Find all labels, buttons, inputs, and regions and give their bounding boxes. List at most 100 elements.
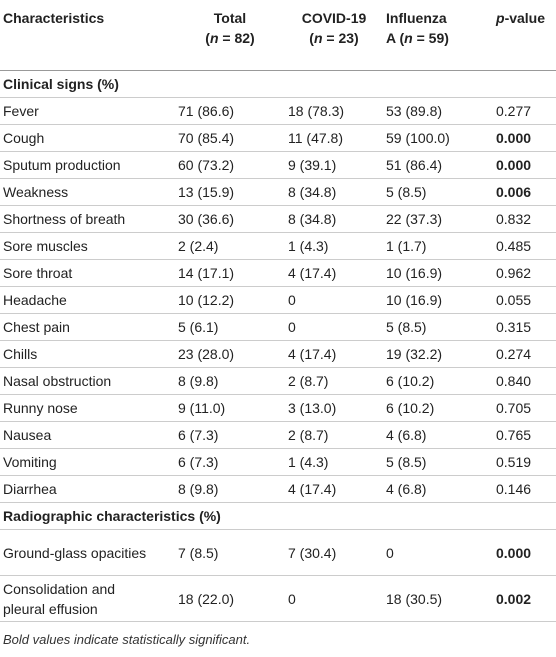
table-cell: Diarrhea: [0, 475, 175, 503]
table-cell: Runny nose: [0, 394, 175, 422]
table-cell: 1 (4.3): [285, 232, 383, 260]
table-cell: 0.002: [493, 575, 556, 622]
table-row: Weakness 13 (15.9) 8 (34.8) 5 (8.5) 0.006: [0, 178, 556, 206]
cell-value: 10 (12.2): [178, 292, 235, 308]
section-title: Radiographic characteristics (%): [3, 508, 221, 524]
table-cell: 18 (78.3): [285, 97, 383, 125]
table-cell: 11 (47.8): [285, 124, 383, 152]
table-row: Sputum production 60 (73.2) 9 (39.1) 51 (86…: [0, 151, 556, 179]
cell-value: 0.146: [496, 481, 532, 497]
cell-value: 2 (8.7): [288, 373, 329, 389]
table-cell: 0.000: [493, 151, 556, 179]
table-cell: 18 (30.5): [383, 575, 493, 622]
header-text: -value: [504, 10, 546, 26]
table-cell: 0.705: [493, 394, 556, 422]
table-cell: 5 (8.5): [383, 178, 493, 206]
cell-value: 3 (13.0): [288, 400, 337, 416]
table-cell: 0.765: [493, 421, 556, 449]
table-cell: Sore throat: [0, 259, 175, 287]
cell-value: 18 (78.3): [288, 103, 345, 119]
table-row: Chills 23 (28.0) 4 (17.4) 19 (32.2) 0.274: [0, 340, 556, 368]
header-text: = 23): [322, 30, 359, 46]
table-cell: 13 (15.9): [175, 178, 285, 206]
table-cell: 53 (89.8): [383, 97, 493, 125]
cell-value: 0.274: [496, 346, 532, 362]
cell-value: 0.519: [496, 454, 532, 470]
table-cell: Headache: [0, 286, 175, 314]
table-cell: 0: [285, 575, 383, 622]
table-row: Ground-glass opacities 7 (8.5) 7 (30.4) 0 0.…: [0, 529, 556, 576]
table-cell: 59 (100.0): [383, 124, 493, 152]
cell-value: 4 (6.8): [386, 427, 427, 443]
table-cell: Nausea: [0, 421, 175, 449]
table-cell: 10 (16.9): [383, 259, 493, 287]
cell-value: 0: [288, 590, 296, 607]
row-label: Chest pain: [3, 319, 70, 335]
header-cell: p-value: [493, 0, 556, 71]
table-cell: 70 (85.4): [175, 124, 285, 152]
table-cell: Cough: [0, 124, 175, 152]
table-row: Nasal obstruction 8 (9.8) 2 (8.7) 6 (10.2) 0…: [0, 367, 556, 395]
section-cell: Radiographic characteristics (%): [0, 502, 556, 530]
cell-value: 18 (22.0): [178, 590, 235, 607]
cell-value: 0: [386, 544, 394, 561]
cell-value: 0.000: [496, 130, 532, 146]
table-row: Fever 71 (86.6) 18 (78.3) 53 (89.8) 0.277: [0, 97, 556, 125]
header-text: (: [205, 30, 210, 46]
row-label: Runny nose: [3, 400, 78, 416]
table-row: Chest pain 5 (6.1) 0 5 (8.5) 0.315: [0, 313, 556, 341]
table-cell: 23 (28.0): [175, 340, 285, 368]
table-row: Headache 10 (12.2) 0 10 (16.9) 0.055: [0, 286, 556, 314]
header-text: Total: [213, 10, 247, 26]
table-cell: 6 (7.3): [175, 421, 285, 449]
row-label: Consolidation and pleural effusion: [3, 580, 116, 617]
header-text: = 59): [412, 30, 449, 46]
table-cell: 0.485: [493, 232, 556, 260]
table-cell: 0.277: [493, 97, 556, 125]
cell-value: 59 (100.0): [386, 130, 450, 146]
header-text: A (: [386, 30, 405, 46]
table-cell: 6 (10.2): [383, 367, 493, 395]
header-text: (: [309, 30, 314, 46]
table-cell: 6 (10.2): [383, 394, 493, 422]
header-text: n: [404, 30, 413, 46]
row-label: Sputum production: [3, 157, 121, 173]
table-row: Diarrhea 8 (9.8) 4 (17.4) 4 (6.8) 0.146: [0, 475, 556, 503]
cell-value: 11 (47.8): [288, 130, 343, 146]
table-cell: 5 (6.1): [175, 313, 285, 341]
table-cell: 7 (8.5): [175, 529, 285, 576]
cell-value: 4 (17.4): [288, 481, 337, 497]
table-cell: Sputum production: [0, 151, 175, 179]
row-label: Ground-glass opacities: [3, 544, 147, 561]
cell-value: 0.832: [496, 211, 532, 227]
row-label: Fever: [3, 103, 39, 119]
table-cell: 4 (6.8): [383, 475, 493, 503]
table-cell: 6 (7.3): [175, 448, 285, 476]
header-text: = 82): [218, 30, 255, 46]
cell-value: 8 (9.8): [178, 373, 219, 389]
cell-value: 4 (17.4): [288, 265, 337, 281]
table-cell: 2 (8.7): [285, 421, 383, 449]
table-cell: 14 (17.1): [175, 259, 285, 287]
row-label: Diarrhea: [3, 481, 57, 497]
section-cell: Clinical signs (%): [0, 70, 556, 98]
cell-value: 23 (28.0): [178, 346, 235, 362]
row-label: Headache: [3, 292, 67, 308]
table-cell: 4 (17.4): [285, 340, 383, 368]
table-cell: 0.315: [493, 313, 556, 341]
table-cell: 3 (13.0): [285, 394, 383, 422]
cell-value: 70 (85.4): [178, 130, 235, 146]
cell-value: 8 (34.8): [288, 184, 337, 200]
cell-value: 8 (9.8): [178, 481, 219, 497]
table-cell: 2 (2.4): [175, 232, 285, 260]
header-text: COVID-19: [301, 10, 367, 26]
cell-value: 0: [288, 319, 296, 335]
table-cell: 0.000: [493, 529, 556, 576]
table-cell: 8 (34.8): [285, 205, 383, 233]
table-cell: 4 (6.8): [383, 421, 493, 449]
table-cell: 0: [285, 313, 383, 341]
cell-value: 10 (16.9): [386, 292, 443, 308]
row-label: Sore throat: [3, 265, 73, 281]
cell-value: 0.006: [496, 184, 532, 200]
cell-value: 0.055: [496, 292, 532, 308]
